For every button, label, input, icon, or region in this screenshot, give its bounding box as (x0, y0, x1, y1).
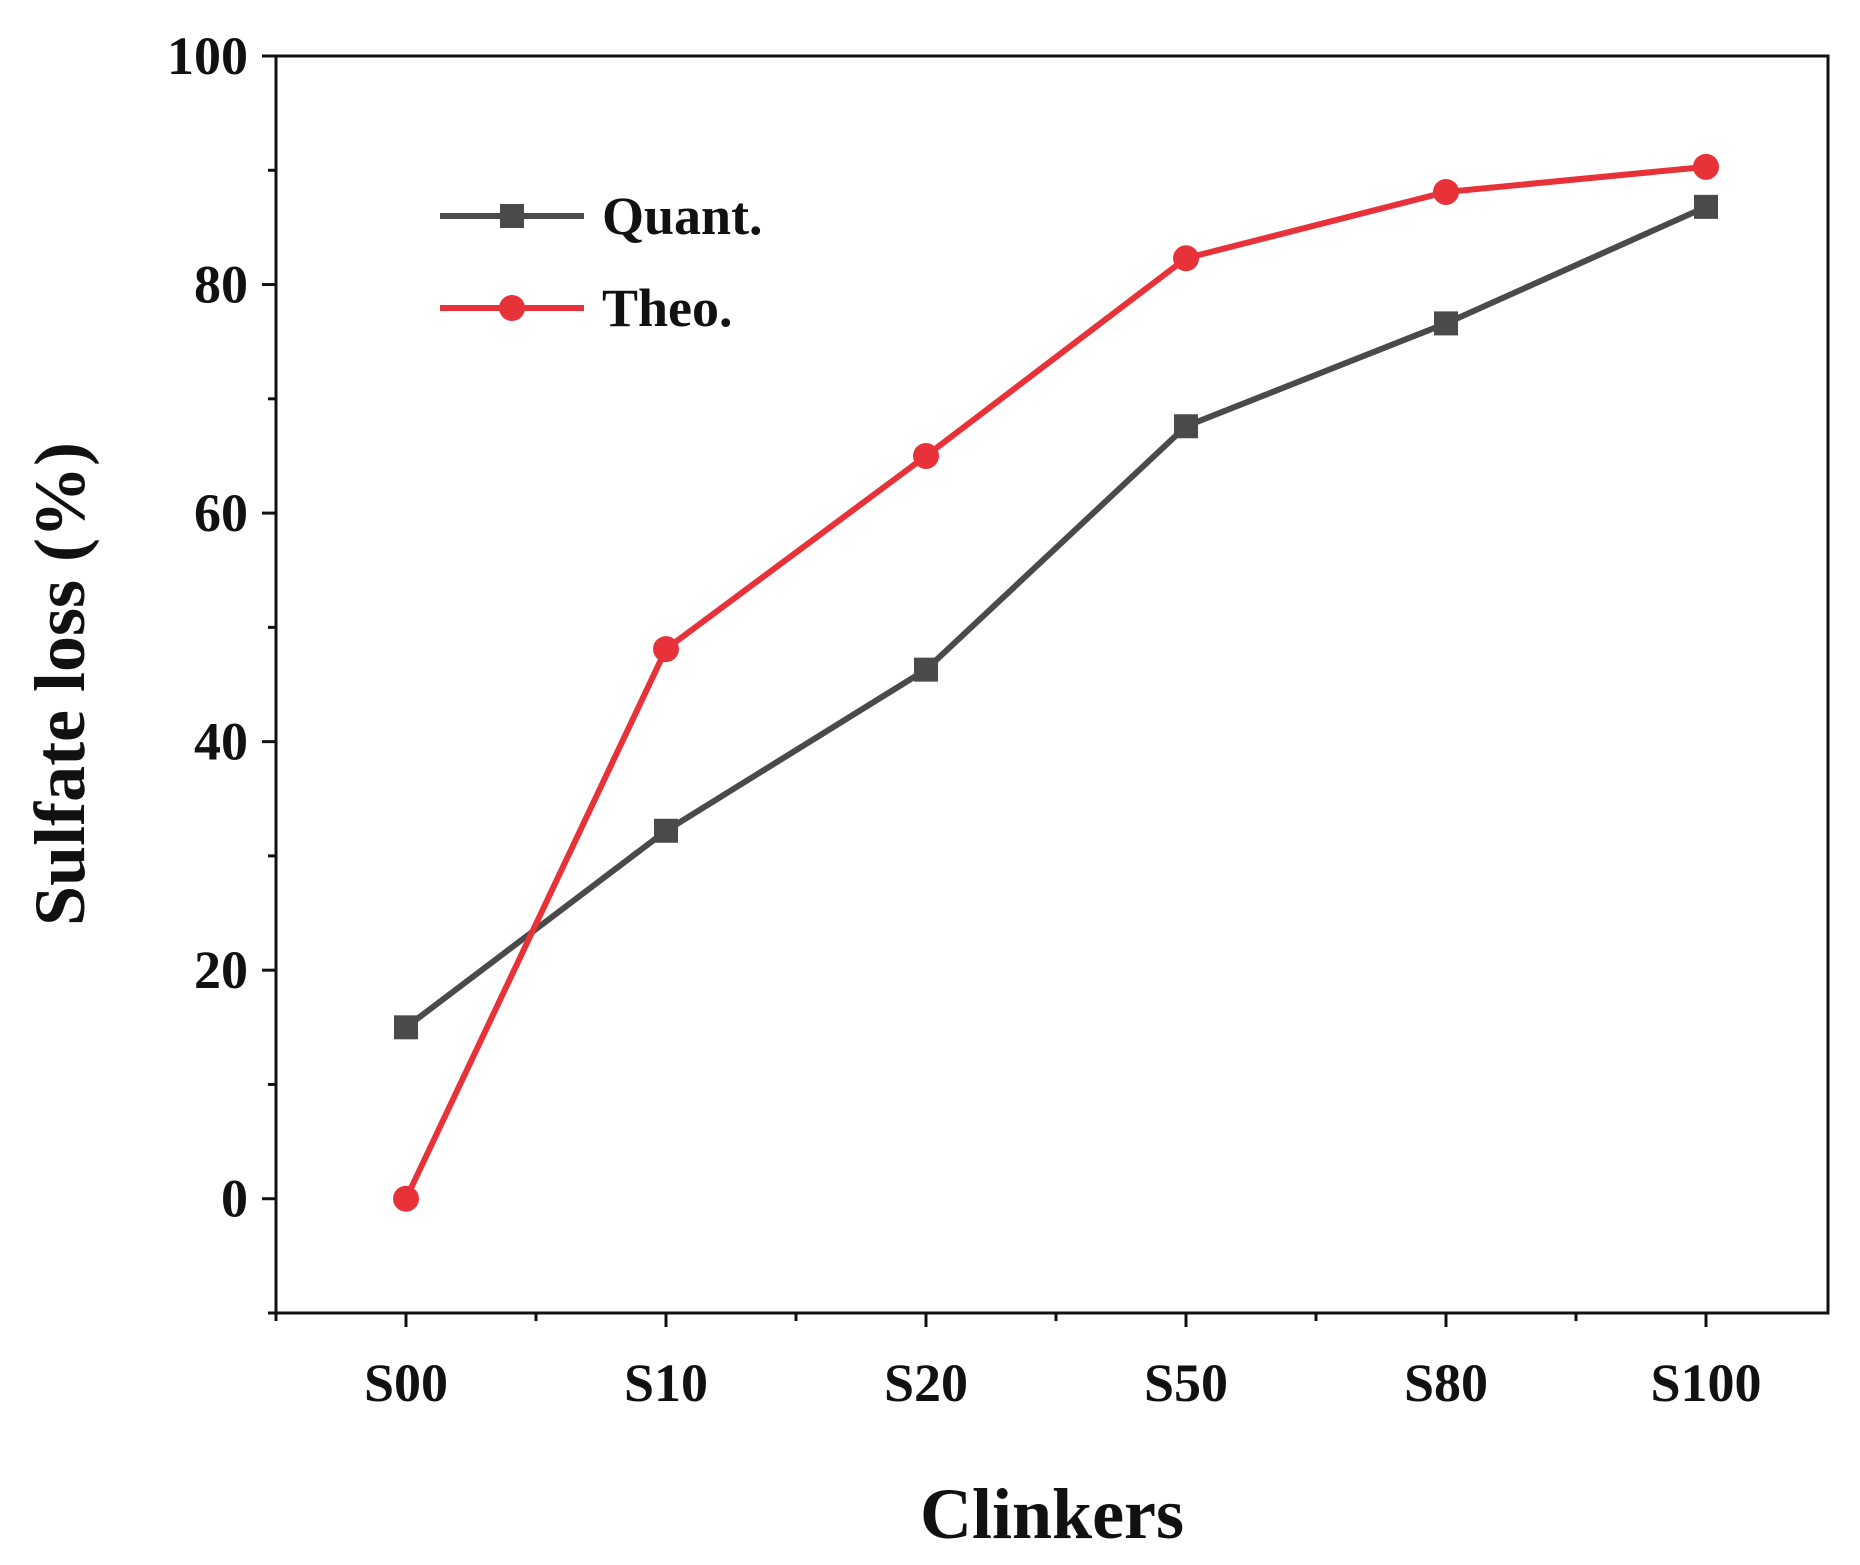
y-tick-label: 100 (167, 26, 248, 86)
series-line-quant (404, 204, 1708, 1030)
series-layer (393, 153, 1719, 1212)
data-point-quant (394, 1015, 418, 1040)
data-point-quant (1174, 414, 1198, 439)
x-tick-label: S10 (624, 1353, 708, 1413)
y-tick-label: 60 (194, 483, 248, 543)
x-tick-label: S50 (1144, 1353, 1228, 1413)
y-tick-label: 20 (194, 940, 248, 1000)
y-tick-label: 0 (221, 1169, 248, 1229)
data-point-theo (913, 442, 939, 469)
data-point-theo (1693, 153, 1719, 180)
x-axis-title: Clinkers (920, 1474, 1184, 1554)
legend-marker-square (500, 204, 524, 228)
legend: Quant. Theo. (440, 186, 763, 338)
y-axis-ticks: 0 20 40 60 80 100 (167, 26, 276, 1315)
legend-marker-circle (499, 295, 525, 321)
data-point-quant (1434, 311, 1458, 336)
data-point-theo (393, 1185, 419, 1212)
data-point-theo (1433, 178, 1459, 205)
data-point-theo (653, 636, 679, 663)
x-tick-label: S00 (364, 1353, 448, 1413)
axes (274, 54, 1830, 1315)
legend-label: Quant. (602, 186, 763, 246)
data-point-quant (914, 657, 938, 682)
data-point-quant (654, 818, 678, 843)
legend-label: Theo. (602, 278, 733, 338)
data-point-quant (1694, 194, 1718, 219)
x-tick-label: S100 (1650, 1353, 1761, 1413)
y-tick-label: 40 (194, 712, 248, 772)
data-point-theo (1173, 245, 1199, 272)
plot-frame (274, 54, 1830, 1315)
x-axis-ticks: S00 S10 S20 S50 S80 S100 (274, 1313, 1762, 1413)
y-tick-label: 80 (194, 255, 248, 315)
x-tick-label: S20 (884, 1353, 968, 1413)
x-tick-label: S80 (1404, 1353, 1488, 1413)
series-line-theo (403, 163, 1707, 1201)
y-axis-title: Sulfate loss (%) (20, 442, 100, 926)
